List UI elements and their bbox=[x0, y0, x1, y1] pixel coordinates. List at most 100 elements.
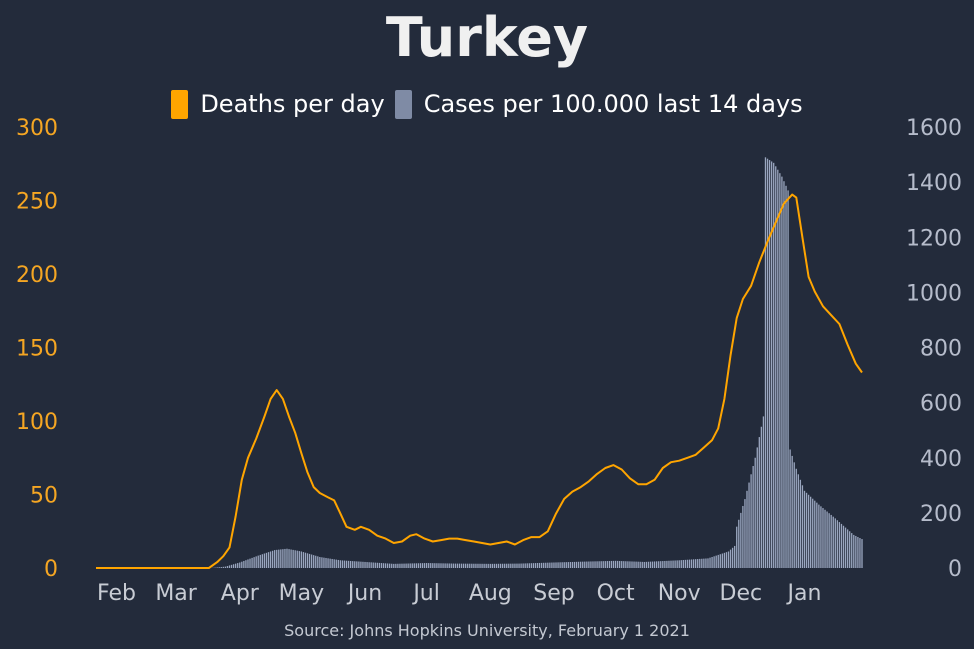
cases-bar bbox=[853, 534, 855, 568]
cases-bar bbox=[508, 563, 510, 568]
cases-bar bbox=[736, 526, 738, 568]
cases-bar bbox=[787, 190, 789, 568]
cases-bar bbox=[834, 518, 836, 568]
cases-bar bbox=[797, 474, 799, 568]
cases-bar bbox=[818, 504, 820, 568]
legend-item-cases: Cases per 100.000 last 14 days bbox=[394, 86, 803, 122]
cases-bar bbox=[249, 558, 251, 568]
cases-bar bbox=[284, 548, 286, 568]
x-tick-label: Oct bbox=[597, 581, 635, 606]
deaths-line bbox=[96, 193, 863, 569]
cases-bar bbox=[512, 563, 514, 568]
cases-bar bbox=[358, 561, 360, 568]
cases-bar bbox=[812, 498, 814, 568]
cases-bar bbox=[637, 561, 639, 568]
cases-bar bbox=[604, 561, 606, 568]
cases-bar bbox=[432, 563, 434, 568]
cases-bar bbox=[481, 563, 483, 568]
cases-bar bbox=[690, 559, 693, 568]
cases-bar bbox=[278, 549, 280, 569]
cases-bar bbox=[222, 566, 224, 568]
cases-bar bbox=[633, 561, 635, 568]
cases-bar bbox=[448, 563, 450, 568]
cases-bar bbox=[234, 563, 237, 568]
cases-bar bbox=[569, 562, 572, 568]
cases-bar bbox=[842, 525, 845, 568]
cases-bar bbox=[631, 561, 633, 568]
cases-bar bbox=[514, 563, 516, 568]
cases-bar bbox=[606, 561, 608, 568]
x-tick-label: Nov bbox=[658, 581, 701, 606]
cases-bar bbox=[389, 563, 391, 568]
cases-bar bbox=[653, 561, 656, 568]
cases-bar bbox=[832, 516, 834, 568]
cases-bar bbox=[729, 549, 732, 569]
cases-bar bbox=[641, 561, 643, 568]
cases-bar bbox=[623, 561, 625, 568]
cases-bar bbox=[366, 562, 368, 568]
cases-bar bbox=[282, 549, 284, 568]
cases-bar bbox=[643, 561, 645, 568]
cases-bar bbox=[717, 554, 719, 568]
cases-bar bbox=[341, 560, 344, 568]
cases-bar bbox=[220, 567, 222, 568]
cases-bar bbox=[526, 563, 528, 568]
cases-bar bbox=[561, 562, 563, 568]
cases-bar bbox=[333, 559, 335, 568]
cases-bar bbox=[627, 561, 629, 568]
cases-bar bbox=[746, 490, 748, 568]
x-tick-label: Sep bbox=[533, 581, 574, 606]
cases-bar bbox=[504, 563, 506, 568]
cases-bar bbox=[528, 563, 530, 568]
cases-bar bbox=[362, 561, 364, 568]
cases-bar bbox=[230, 564, 233, 568]
cases-bar bbox=[672, 560, 674, 568]
cases-bar bbox=[374, 562, 376, 568]
cases-bar bbox=[267, 552, 270, 568]
cases-bar bbox=[789, 449, 791, 568]
cases-bar bbox=[596, 561, 598, 568]
cases-bar bbox=[861, 539, 863, 568]
cases-bar bbox=[436, 563, 438, 568]
cases-bar bbox=[846, 529, 849, 568]
right-tick-label: 400 bbox=[920, 447, 962, 472]
chart-legend: Deaths per day Cases per 100.000 last 14… bbox=[0, 86, 974, 122]
cases-bar bbox=[469, 563, 471, 568]
cases-bar bbox=[226, 566, 229, 568]
chart-title: Turkey bbox=[385, 6, 589, 69]
cases-bar bbox=[608, 560, 611, 568]
cases-bar bbox=[313, 555, 315, 568]
cases-bar bbox=[280, 549, 282, 568]
cases-bar bbox=[807, 494, 810, 568]
cases-bar bbox=[621, 561, 623, 568]
cases-bar bbox=[331, 558, 333, 568]
cases-bar bbox=[573, 561, 576, 568]
cases-bar bbox=[343, 560, 346, 568]
cases-bar bbox=[477, 563, 479, 568]
cases-bar bbox=[692, 559, 695, 568]
cases-bar bbox=[600, 561, 602, 568]
cases-bar bbox=[719, 554, 721, 568]
cases-bar bbox=[450, 563, 452, 568]
cases-bar bbox=[473, 563, 475, 568]
cases-bar bbox=[768, 160, 771, 568]
cases-bar bbox=[411, 563, 413, 568]
cases-bar bbox=[857, 536, 859, 568]
cases-bar bbox=[471, 563, 473, 568]
cases-bar bbox=[405, 563, 407, 568]
cases-bar bbox=[520, 563, 522, 568]
cases-bar bbox=[239, 562, 241, 568]
cases-bar bbox=[360, 561, 362, 568]
cases-bar bbox=[325, 557, 327, 568]
cases-bar bbox=[310, 554, 313, 568]
cases-bar bbox=[740, 512, 742, 569]
cases-bar bbox=[658, 561, 660, 568]
cases-bar bbox=[575, 561, 578, 568]
cases-bar bbox=[557, 562, 559, 568]
cases-bar bbox=[840, 523, 843, 568]
cases-bar bbox=[475, 563, 477, 568]
cases-bar bbox=[495, 563, 498, 568]
cases-bar bbox=[551, 562, 553, 568]
cases-bar bbox=[532, 563, 535, 568]
